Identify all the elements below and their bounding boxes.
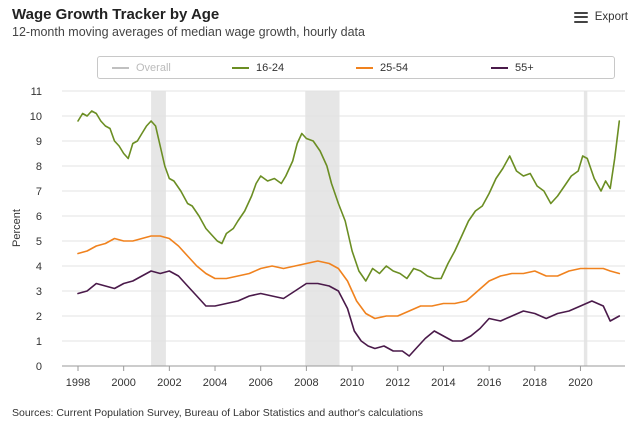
legend-swatch-overall: [112, 67, 129, 69]
legend-swatch-16-24: [232, 67, 249, 69]
legend-label-25-54: 25-54: [380, 62, 409, 74]
legend-label-overall: Overall: [136, 62, 171, 74]
legend-swatch-55-plus: [491, 67, 508, 69]
x-tick-label: 2002: [157, 377, 181, 389]
series-line-25-54[interactable]: [77, 235, 621, 320]
recession-band-0: [151, 91, 166, 366]
x-tick-label: 2016: [477, 377, 501, 389]
gridlines: [62, 90, 625, 367]
series-line-55-plus[interactable]: [77, 270, 621, 357]
chart-title: Wage Growth Tracker by Age: [12, 6, 220, 23]
recession-band-1: [305, 91, 340, 366]
y-tick-label: 7: [36, 186, 42, 198]
y-axis-label: Percent: [11, 209, 23, 247]
chart-subtitle: 12-month moving averages of median wage …: [12, 25, 365, 39]
y-tick-label: 5: [36, 236, 42, 248]
y-tick-label: 11: [31, 86, 42, 98]
series-line-16-24[interactable]: [77, 110, 621, 282]
recession-band-2: [583, 91, 588, 366]
chart-legend: Overall 16-24 25-54 55+: [97, 56, 615, 79]
y-tick-label: 2: [36, 311, 42, 323]
legend-label-16-24: 16-24: [256, 62, 285, 74]
y-tick-label: 10: [30, 111, 42, 123]
x-tick-label: 2006: [248, 377, 272, 389]
x-tick-label: 2012: [386, 377, 410, 389]
x-tick-label: 2014: [431, 377, 455, 389]
x-tick-label: 1998: [66, 377, 90, 389]
y-tick-label: 0: [36, 361, 42, 373]
legend-label-55-plus: 55+: [515, 62, 534, 74]
x-tick-label: 2000: [111, 377, 135, 389]
x-tick-label: 2004: [203, 377, 227, 389]
legend-swatch-25-54: [356, 67, 373, 69]
export-button[interactable]: Export: [573, 11, 628, 23]
x-tick-label: 2008: [294, 377, 318, 389]
x-tick-label: 2018: [523, 377, 547, 389]
export-label: Export: [594, 11, 628, 23]
legend-item-55-plus[interactable]: 55+: [491, 62, 534, 74]
legend-item-25-54[interactable]: 25-54: [356, 62, 408, 74]
legend-item-overall[interactable]: Overall: [112, 62, 171, 74]
y-tick-label: 3: [36, 286, 42, 298]
hamburger-menu-icon: [573, 11, 588, 23]
y-tick-label: 9: [36, 136, 42, 148]
sources-note: Sources: Current Population Survey, Bure…: [12, 407, 423, 419]
y-tick-label: 6: [36, 211, 42, 223]
y-tick-label: 1: [36, 336, 42, 348]
legend-item-16-24[interactable]: 16-24: [232, 62, 284, 74]
axes: 0 1 2 3 4 5 6 7 8 9 10 11 1998 2000 2002 2004 2006 2008 20…: [30, 86, 593, 389]
recession-shading: [151, 91, 588, 366]
y-tick-label: 8: [36, 161, 42, 173]
series-lines: [77, 110, 621, 357]
x-tick-label: 2010: [340, 377, 364, 389]
y-tick-label: 4: [36, 261, 42, 273]
x-tick-label: 2020: [568, 377, 592, 389]
line-chart: 0 1 2 3 4 5 6 7 8 9 10 11 1998 2000 2002 2004 2006 2008 20…: [11, 86, 625, 389]
